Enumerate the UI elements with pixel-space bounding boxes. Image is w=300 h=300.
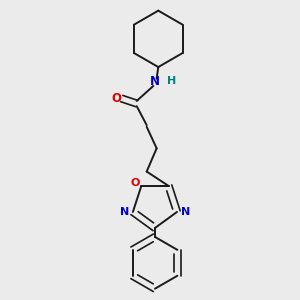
Text: N: N <box>150 76 160 88</box>
Text: O: O <box>112 92 122 105</box>
Text: N: N <box>120 207 129 217</box>
Text: H: H <box>167 76 176 86</box>
Text: O: O <box>131 178 140 188</box>
Text: N: N <box>181 207 190 217</box>
